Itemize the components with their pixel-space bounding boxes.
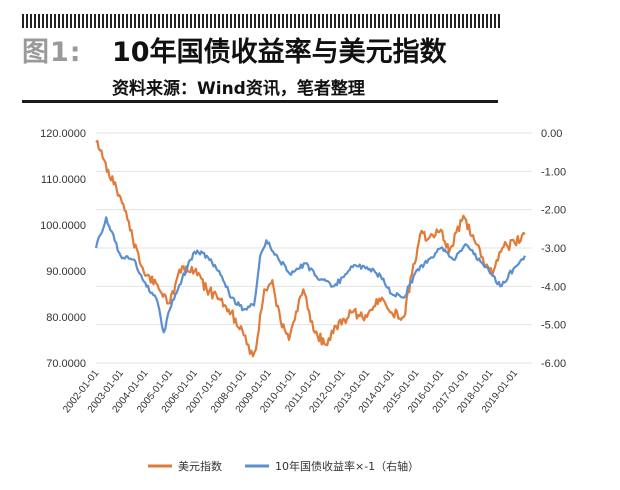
series-lines bbox=[94, 139, 526, 358]
right-axis-tick: -5.00 bbox=[541, 320, 566, 332]
series-line-treasury-yield bbox=[94, 216, 526, 334]
right-axis-tick: -4.00 bbox=[541, 281, 566, 293]
right-axis-tick: 0.00 bbox=[541, 128, 562, 140]
right-axis-tick: -3.00 bbox=[541, 243, 566, 255]
legend-label: 10年国债收益率×-1（右轴） bbox=[275, 459, 419, 473]
x-axis-ticks: 2002-01-012003-01-012004-01-012005-01-01… bbox=[61, 368, 520, 415]
figure-label: 图1: bbox=[22, 37, 82, 68]
right-axis-tick: -6.00 bbox=[541, 358, 566, 370]
right-axis-tick: -1.00 bbox=[541, 166, 566, 178]
left-axis-tick: 90.0000 bbox=[46, 266, 86, 278]
title-dotted-bar bbox=[22, 14, 500, 28]
legend-label: 美元指数 bbox=[178, 459, 222, 473]
figure-source: 资料来源：Wind资讯，笔者整理 bbox=[112, 79, 365, 99]
right-axis-tick: -2.00 bbox=[541, 205, 566, 217]
figure-title: 10年国债收益率与美元指数 bbox=[112, 37, 447, 68]
right-axis-ticks: 0.00 -1.00 -2.00 -3.00 -4.00 -5.00 -6.00 bbox=[541, 128, 566, 370]
grid-lines bbox=[96, 132, 532, 364]
title-underline bbox=[22, 100, 498, 103]
left-axis-tick: 120.0000 bbox=[40, 128, 86, 140]
left-axis-tick: 70.0000 bbox=[46, 358, 86, 370]
series-line-dollar-index bbox=[95, 139, 526, 358]
legend: 美元指数 10年国债收益率×-1（右轴） bbox=[148, 459, 419, 473]
left-axis-ticks: 70.0000 80.0000 90.0000 100.0000 110.0000 120… bbox=[40, 128, 86, 370]
left-axis-tick: 100.0000 bbox=[40, 220, 86, 232]
left-axis-tick: 110.0000 bbox=[41, 174, 86, 186]
left-axis-tick: 80.0000 bbox=[46, 312, 86, 324]
